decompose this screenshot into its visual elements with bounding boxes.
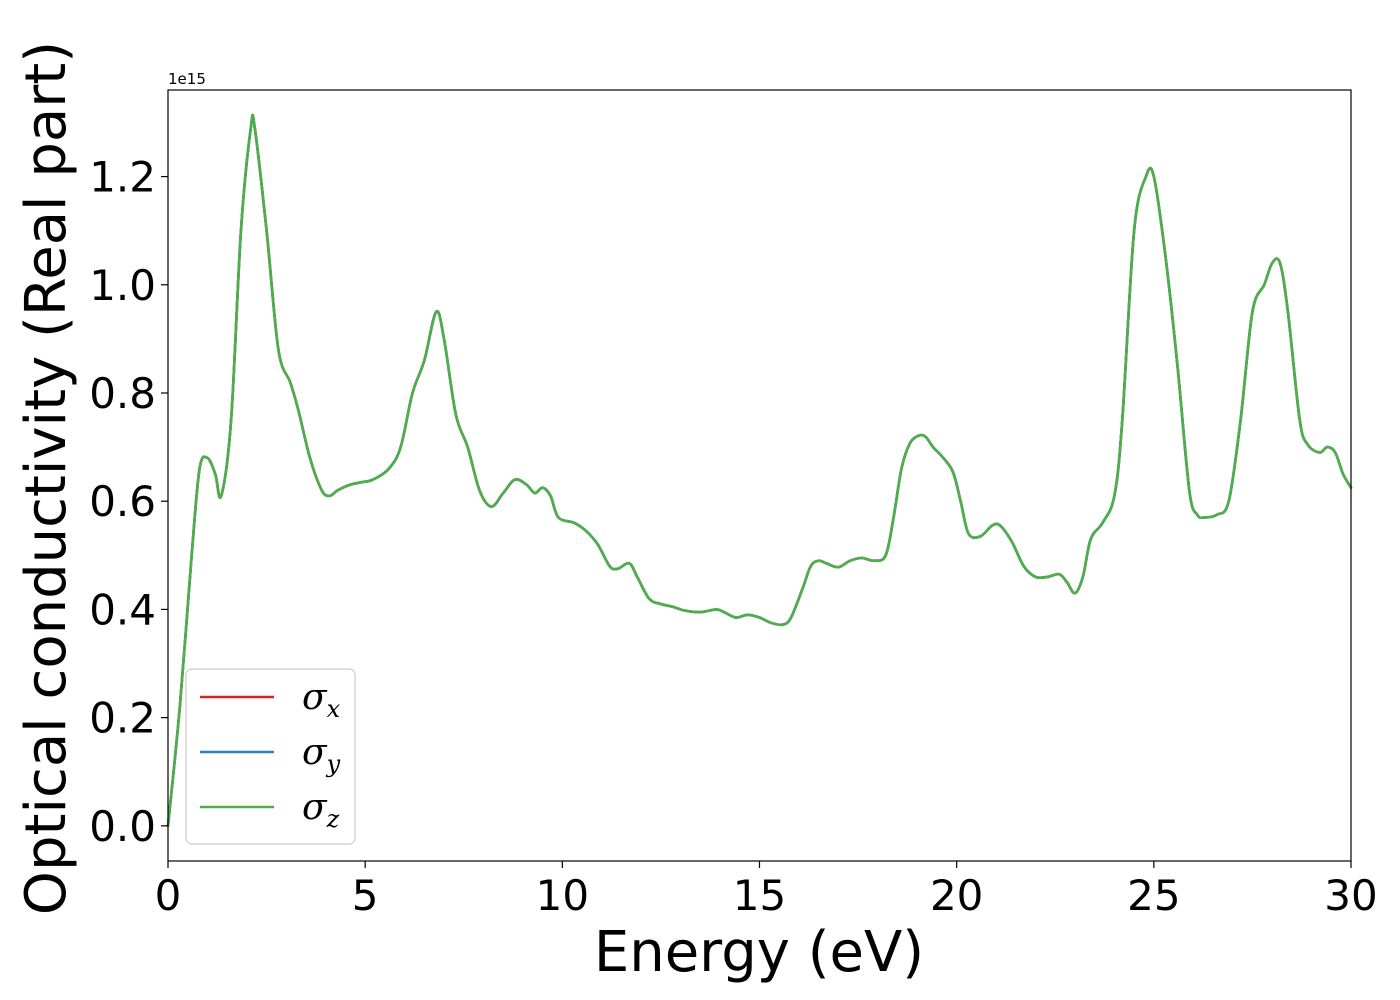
legend-box (185, 668, 356, 845)
y-axis-ticks: 0.0 0.2 0.4 0.6 0.8 1.0 1.2 (89, 153, 168, 851)
x-tick-label: 10 (536, 871, 589, 920)
legend-label-y: σy (302, 732, 341, 778)
y-tick-label: 0.8 (89, 369, 156, 418)
y-tick-label: 0.6 (89, 477, 156, 526)
y-tick-label: 0.0 (89, 802, 156, 851)
x-tick-label: 25 (1127, 871, 1180, 920)
legend-label-base: σ (302, 732, 328, 773)
series-lines (166, 113, 1353, 828)
x-tick-label: 20 (930, 871, 983, 920)
y-tick-label: 0.2 (89, 694, 156, 743)
series-line-z (166, 113, 1353, 828)
y-tick-label: 1.0 (89, 261, 156, 310)
legend-label-base: σ (302, 787, 328, 828)
x-tick-label: 15 (733, 871, 786, 920)
x-tick-label: 0 (155, 871, 182, 920)
y-offset-label: 1e15 (168, 70, 206, 88)
y-tick-label: 1.2 (89, 153, 156, 202)
x-axis-label: Energy (eV) (594, 920, 924, 985)
x-axis-ticks: 0 5 10 15 20 25 30 (155, 861, 1378, 920)
legend-label-subscript: z (326, 805, 340, 833)
y-axis-label: Optical conductivity (Real part) (14, 41, 79, 915)
x-tick-label: 30 (1324, 871, 1377, 920)
legend-label-x: σx (302, 677, 341, 723)
legend-label-subscript: x (327, 695, 341, 723)
legend-label-base: σ (302, 677, 328, 718)
legend-label-z: σz (302, 787, 340, 833)
legend-label-subscript: y (326, 750, 341, 778)
y-tick-label: 0.4 (89, 585, 156, 634)
x-tick-label: 5 (352, 871, 379, 920)
